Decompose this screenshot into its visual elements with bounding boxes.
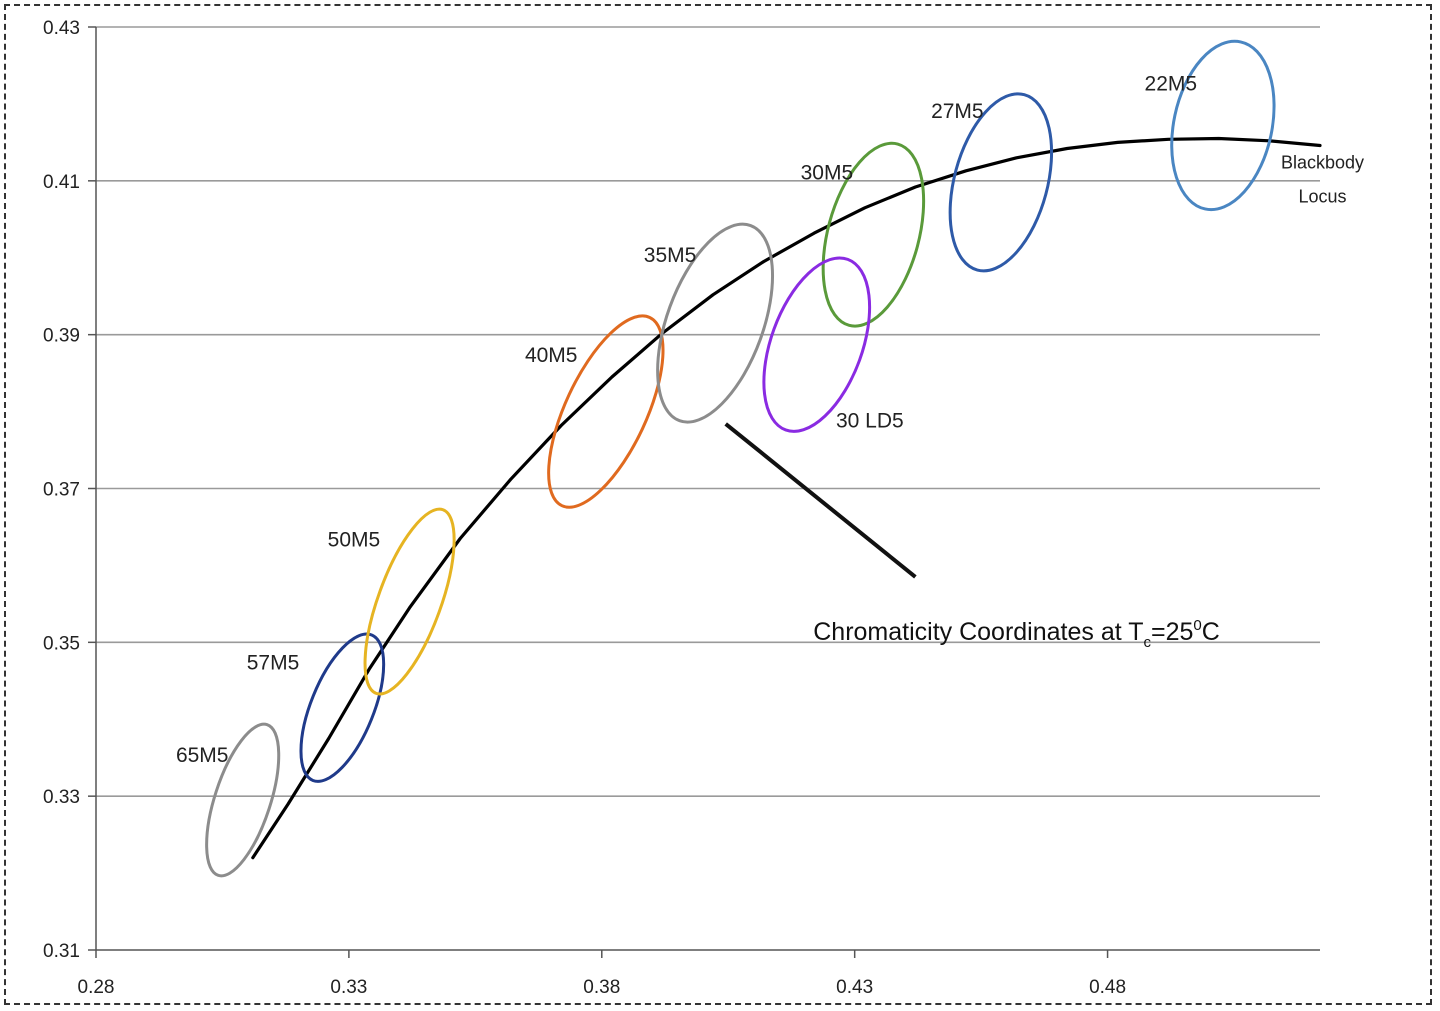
ellipse-labels: Blackbody Locus 65M5 57M5 50M5 40M5 35M5 30M5 30… bbox=[176, 72, 1364, 766]
x-tick-label: 0.38 bbox=[583, 977, 620, 998]
ellipse-label: 65M5 bbox=[176, 744, 229, 767]
x-tick-label: 0.48 bbox=[1089, 977, 1126, 998]
blackbody-locus-line bbox=[251, 136, 1322, 860]
y-tick-label: 0.43 bbox=[43, 18, 80, 39]
ellipse-label: 27M5 bbox=[931, 100, 984, 123]
y-tick-label: 0.33 bbox=[43, 787, 80, 808]
ellipse-label: 40M5 bbox=[525, 344, 578, 367]
gridlines bbox=[96, 26, 1320, 797]
chart-frame bbox=[4, 4, 1432, 1005]
y-tick-label: 0.37 bbox=[43, 480, 80, 501]
ellipse-30-ld5 bbox=[762, 256, 872, 433]
locus-label-line1: Blackbody bbox=[1281, 153, 1364, 173]
annotation-text: Chromaticity Coordinates at Tc=250C bbox=[813, 617, 1220, 651]
x-tick-label: 0.33 bbox=[330, 977, 367, 998]
blackbody-locus bbox=[251, 136, 1322, 860]
annotation: Chromaticity Coordinates at Tc=250C bbox=[724, 422, 1220, 651]
y-tick-label: 0.41 bbox=[43, 172, 80, 193]
ellipse-label: 50M5 bbox=[328, 528, 381, 551]
ellipse-label: 22M5 bbox=[1145, 72, 1198, 95]
ellipse-50m5 bbox=[363, 507, 456, 696]
x-tick-label: 0.28 bbox=[78, 977, 115, 998]
ellipse-series bbox=[205, 39, 1276, 878]
locus-label-line2: Locus bbox=[1298, 187, 1346, 207]
ellipse-40m5 bbox=[547, 314, 665, 509]
x-tick-labels: 0.28 0.33 0.38 0.43 0.48 bbox=[78, 977, 1127, 998]
annotation-leader-line bbox=[724, 422, 917, 579]
ellipse-65m5 bbox=[205, 722, 281, 878]
ellipse-35m5 bbox=[656, 222, 775, 424]
ellipse-30m5 bbox=[821, 141, 926, 328]
y-tick-labels: 0.31 0.33 0.35 0.37 0.39 0.41 0.43 bbox=[43, 18, 80, 962]
ellipse-22m5 bbox=[1170, 39, 1276, 212]
axes bbox=[88, 26, 1320, 958]
y-tick-label: 0.31 bbox=[43, 941, 80, 962]
ellipse-label: 57M5 bbox=[247, 652, 300, 675]
ellipse-57m5 bbox=[299, 632, 386, 783]
x-tick-label: 0.43 bbox=[836, 977, 873, 998]
ellipse-label: 30M5 bbox=[801, 162, 854, 185]
y-tick-label: 0.35 bbox=[43, 633, 80, 654]
ellipse-27m5 bbox=[948, 92, 1054, 273]
y-tick-label: 0.39 bbox=[43, 326, 80, 347]
ellipse-label: 35M5 bbox=[644, 244, 697, 267]
ellipse-label: 30 LD5 bbox=[836, 409, 904, 432]
